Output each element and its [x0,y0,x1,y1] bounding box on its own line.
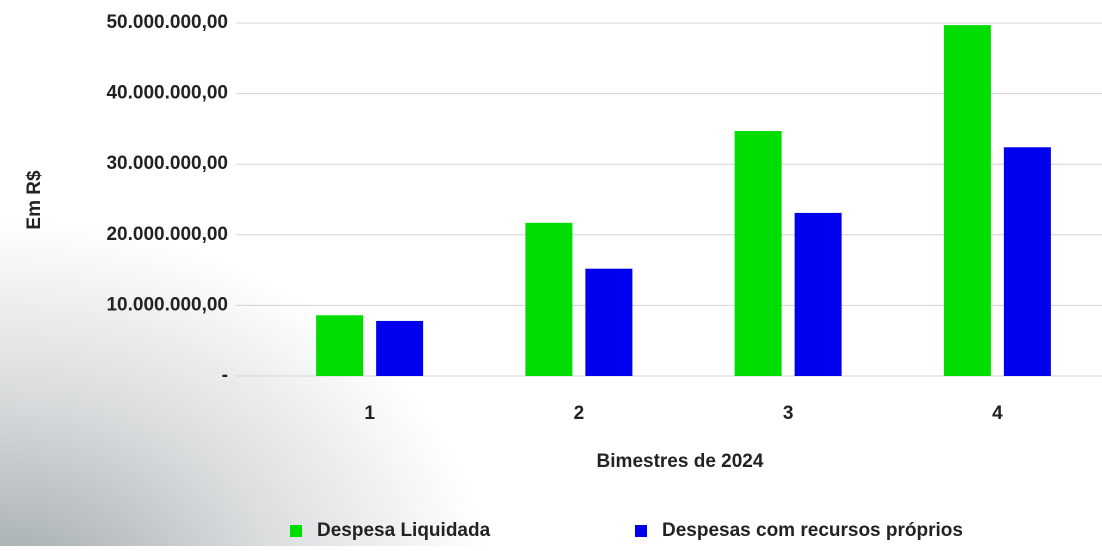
bar [585,268,633,376]
x-axis-label: Bimestres de 2024 [597,451,764,472]
y-tick-label: 20.000.000,00 [106,224,228,245]
y-tick-label: 30.000.000,00 [106,153,228,174]
legend-swatch [290,525,302,537]
bar [525,222,573,376]
bar [734,131,782,376]
y-axis-label: Em R$ [24,170,45,230]
legend-swatch [635,525,647,537]
bar [794,212,842,376]
y-tick-label: 10.000.000,00 [106,294,228,315]
x-tick-label: 1 [364,403,375,424]
bar [376,320,424,376]
bar [316,315,364,376]
x-tick-label: 4 [992,403,1003,424]
bar [1003,147,1051,376]
y-tick-label: - [222,365,228,386]
bar [943,25,991,376]
legend-label: Despesa Liquidada [317,520,491,541]
legend-label: Despesas com recursos próprios [662,520,963,541]
x-tick-label: 3 [783,403,794,424]
x-tick-label: 2 [574,403,585,424]
y-tick-label: 50.000.000,00 [106,12,228,33]
y-tick-label: 40.000.000,00 [106,83,228,104]
